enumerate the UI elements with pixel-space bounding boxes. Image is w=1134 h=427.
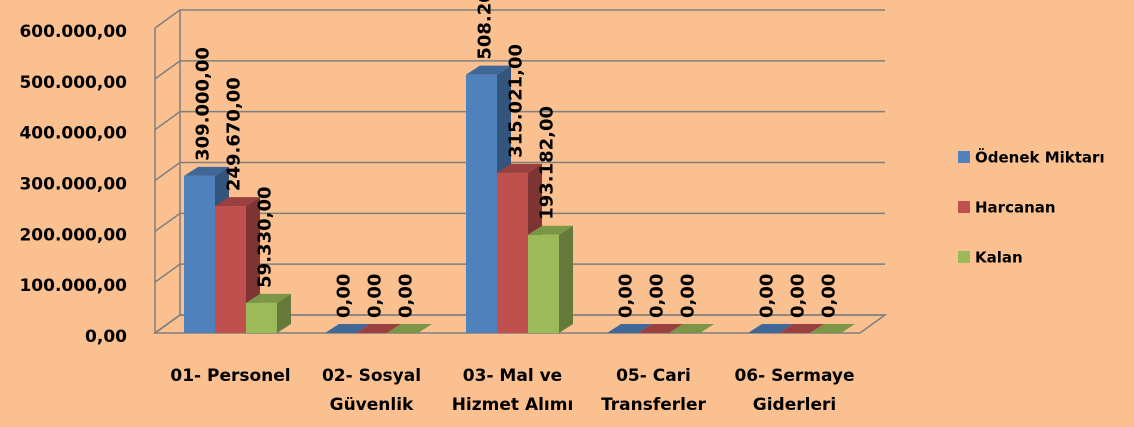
value-label: 0,00 bbox=[647, 274, 668, 318]
bar-top bbox=[387, 324, 432, 333]
bar-top bbox=[356, 324, 401, 333]
value-label: 0,00 bbox=[616, 274, 637, 318]
bar bbox=[387, 324, 432, 333]
bar bbox=[607, 324, 652, 333]
grid-line bbox=[154, 212, 885, 232]
grid-line bbox=[154, 263, 885, 283]
bar-side bbox=[559, 225, 573, 333]
x-tick-label: 06- Sermaye Giderleri bbox=[734, 366, 854, 415]
grid-line bbox=[154, 314, 885, 334]
bar-top bbox=[466, 65, 511, 75]
bar-top bbox=[638, 324, 683, 333]
y-tick-label: 500.000,00 bbox=[19, 73, 127, 93]
y-tick-label: 300.000,00 bbox=[19, 175, 127, 195]
legend-swatch bbox=[958, 251, 970, 263]
bar-front bbox=[497, 172, 528, 333]
value-label: 193.182,00 bbox=[537, 106, 558, 220]
grid-line bbox=[154, 9, 885, 29]
grid-line bbox=[154, 161, 885, 182]
bar-top bbox=[669, 324, 714, 333]
bar-top bbox=[810, 324, 855, 333]
bar-front bbox=[528, 234, 559, 333]
value-label: 0,00 bbox=[365, 274, 386, 318]
bar bbox=[748, 324, 793, 333]
bar-side bbox=[277, 293, 291, 333]
value-label: 309.000,00 bbox=[193, 47, 214, 161]
bar-top bbox=[748, 324, 793, 333]
bar bbox=[246, 293, 291, 333]
value-label: 0,00 bbox=[678, 274, 699, 318]
value-label: 508.203,00 bbox=[475, 0, 496, 60]
bar bbox=[810, 324, 855, 333]
bar-top bbox=[215, 197, 260, 207]
bar bbox=[356, 324, 401, 333]
bar-top bbox=[246, 293, 291, 303]
bar bbox=[638, 324, 683, 333]
x-tick-label: 05- Cari Transferler bbox=[601, 366, 706, 415]
value-label: 0,00 bbox=[788, 274, 809, 318]
legend-label: Kalan bbox=[975, 249, 1023, 267]
x-tick-label: 01- Personel bbox=[170, 366, 290, 386]
value-label: 59.330,00 bbox=[255, 186, 276, 287]
bar bbox=[669, 324, 714, 333]
bar-front bbox=[246, 302, 277, 333]
bar bbox=[779, 324, 824, 333]
bar bbox=[215, 197, 260, 333]
bar-top bbox=[528, 225, 573, 235]
grid-line bbox=[154, 60, 885, 80]
legend-swatch bbox=[958, 151, 970, 163]
y-tick-label: 600.000,00 bbox=[19, 22, 127, 42]
value-label: 315.021,00 bbox=[506, 44, 527, 158]
legend-label: Ödenek Miktarı bbox=[975, 148, 1105, 167]
bar-front bbox=[184, 175, 215, 333]
bar-top bbox=[325, 324, 370, 333]
value-label: 249.670,00 bbox=[224, 77, 245, 191]
bar-top bbox=[779, 324, 824, 333]
bar-front bbox=[215, 206, 246, 333]
x-tick-label: 02- Sosyal Güvenlik bbox=[322, 366, 421, 415]
value-label: 0,00 bbox=[757, 274, 778, 318]
grid-line bbox=[154, 110, 885, 131]
bar-top bbox=[607, 324, 652, 333]
bar-top bbox=[184, 166, 229, 176]
bar-front bbox=[466, 74, 497, 333]
y-tick-label: 400.000,00 bbox=[19, 124, 127, 144]
value-label: 0,00 bbox=[396, 274, 417, 318]
y-tick-label: 100.000,00 bbox=[19, 276, 127, 296]
y-tick-label: 0,00 bbox=[85, 327, 127, 347]
value-label: 0,00 bbox=[819, 274, 840, 318]
bar-top bbox=[497, 163, 542, 173]
bar bbox=[528, 225, 573, 333]
value-label: 0,00 bbox=[334, 274, 355, 318]
legend-swatch bbox=[958, 201, 970, 213]
bar bbox=[325, 324, 370, 333]
y-tick-label: 200.000,00 bbox=[19, 225, 127, 245]
legend-label: Harcanan bbox=[975, 199, 1056, 217]
x-tick-label: 03- Mal ve Hizmet Alımı bbox=[452, 366, 574, 415]
